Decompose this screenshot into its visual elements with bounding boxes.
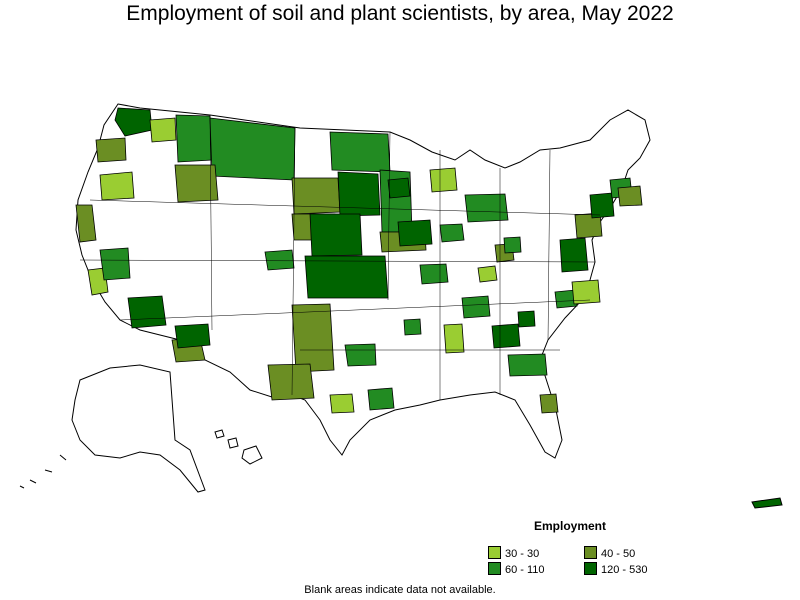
legend-item-40-50: 40 - 50 [584, 546, 635, 560]
legend-item-120-530: 120 - 530 [584, 562, 647, 576]
legend-swatch [488, 562, 501, 575]
area-boundaries [79, 114, 601, 400]
legend-title: Employment [534, 519, 607, 533]
alaska-outline [71, 364, 206, 493]
hawaii [214, 429, 263, 465]
legend-label: 40 - 50 [601, 548, 636, 560]
map-title: Employment of soil and plant scientists,… [126, 2, 674, 25]
legend-item-30-30: 30 - 30 [488, 546, 539, 560]
alaska-islands [19, 454, 67, 489]
puerto-rico [751, 497, 783, 509]
legend-swatch [488, 546, 501, 559]
legend-swatch [584, 562, 597, 575]
legend-label: 60 - 110 [505, 564, 545, 576]
footnote: Blank areas indicate data not available. [304, 584, 496, 596]
legend-item-60-110: 60 - 110 [488, 562, 545, 576]
legend-swatch [584, 546, 597, 559]
employment-areas [75, 107, 643, 414]
legend-label: 30 - 30 [505, 548, 540, 560]
legend-label: 120 - 530 [601, 564, 648, 576]
